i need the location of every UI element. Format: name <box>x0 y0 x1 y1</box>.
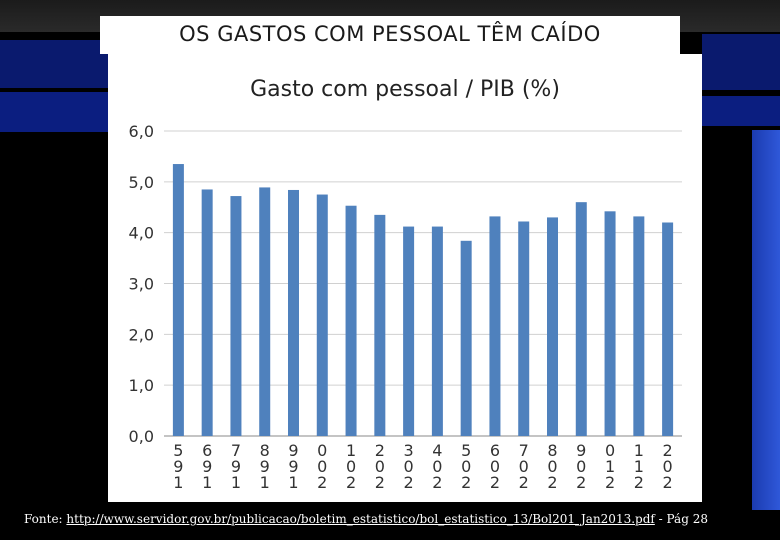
bar-2011 <box>633 216 645 436</box>
bar-2009 <box>575 202 587 436</box>
decor-bar-right-1 <box>702 34 780 90</box>
title-background <box>100 16 680 54</box>
bar-2002 <box>374 214 386 436</box>
bar-2006 <box>489 216 501 436</box>
bar-1997 <box>230 196 242 436</box>
y-tick-label: 0,0 <box>129 427 154 446</box>
bar-chart: Gasto com pessoal / PIB (%) 0,0 1,0 2,0 3,0… <box>129 77 682 492</box>
bar-1999 <box>288 189 299 436</box>
bar-1995 <box>172 164 184 436</box>
chart-panel: Gasto com pessoal / PIB (%) 0,0 1,0 2,0 3,0… <box>108 54 702 502</box>
bar-1996 <box>201 189 213 436</box>
decor-bar-right-2 <box>702 96 780 126</box>
bar-2007 <box>518 221 530 436</box>
chart-title: Gasto com pessoal / PIB (%) <box>250 77 560 102</box>
slide-title: OS GASTOS COM PESSOAL TÊM CAÍDO <box>179 22 601 46</box>
bar-2010 <box>604 211 616 436</box>
footer-suffix: - Pág 28 <box>658 512 708 526</box>
y-tick-label: 2,0 <box>129 325 154 344</box>
decor-bar-left-1 <box>0 40 108 88</box>
y-tick-label: 5,0 <box>129 173 154 192</box>
decor-bar-left-2 <box>0 92 108 132</box>
y-tick-label: 1,0 <box>129 376 154 395</box>
source-link[interactable]: http://www.servidor.gov.br/publicacao/bo… <box>66 512 655 526</box>
bar-2012 <box>662 222 674 436</box>
footer-prefix: Fonte: <box>24 512 63 526</box>
bar-2005 <box>460 240 472 436</box>
bar-2001 <box>345 205 357 436</box>
bar-2003 <box>403 226 415 436</box>
y-tick-label: 6,0 <box>129 122 154 141</box>
bar-2000 <box>316 194 328 436</box>
y-tick-label: 3,0 <box>129 275 154 294</box>
y-tick-label: 4,0 <box>129 224 154 243</box>
bar-1998 <box>259 187 271 436</box>
source-footer: Fonte: http://www.servidor.gov.br/public… <box>24 512 708 526</box>
bar-2008 <box>547 217 558 436</box>
bar-2004 <box>431 226 443 436</box>
decor-bar-right-3 <box>752 130 780 510</box>
